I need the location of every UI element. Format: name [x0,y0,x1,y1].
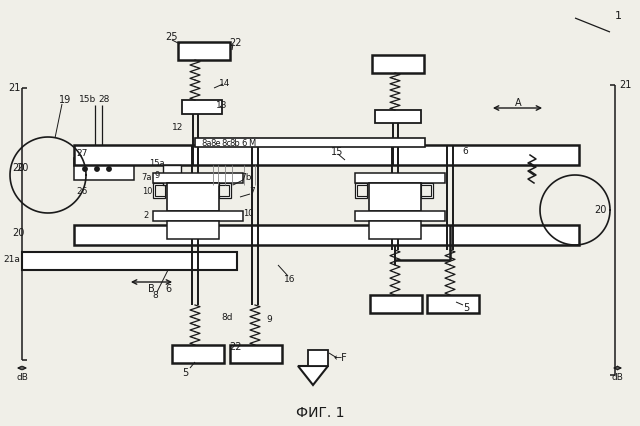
Text: 8c: 8c [221,138,231,147]
Text: 8a: 8a [202,138,212,147]
Text: 8e: 8e [211,138,221,147]
Text: 2: 2 [143,210,148,219]
Bar [172,345,224,363]
Text: 20: 20 [594,205,606,215]
Bar [370,295,422,313]
Text: dB: dB [611,374,623,383]
Text: 15b: 15b [79,95,97,104]
Polygon shape [155,185,165,196]
Text: dB: dB [16,374,28,383]
Circle shape [107,167,111,171]
Bar [308,350,328,366]
Text: 19: 19 [59,95,71,105]
Text: 20: 20 [12,163,24,173]
Text: 21: 21 [8,83,20,93]
Polygon shape [355,183,367,198]
Polygon shape [421,185,431,196]
Text: A: A [515,98,522,108]
Text: 16: 16 [284,276,296,285]
Polygon shape [298,366,328,385]
Bar [182,100,222,114]
Text: 8d: 8d [221,314,233,322]
Polygon shape [421,183,433,198]
Text: 8: 8 [152,291,158,299]
Text: M: M [248,138,255,147]
Bar [22,252,237,270]
Text: 5: 5 [463,303,469,313]
Text: 21a: 21a [4,256,20,265]
Text: 22: 22 [228,342,241,352]
Text: ФИГ. 1: ФИГ. 1 [296,406,344,420]
Text: 10: 10 [243,208,253,218]
Text: ←F: ←F [333,353,347,363]
Text: 14: 14 [220,78,230,87]
Bar [355,211,445,221]
Bar [178,42,230,60]
Text: 7a: 7a [141,173,152,181]
Bar [74,145,579,165]
Bar [74,158,134,180]
Text: 10: 10 [141,187,152,196]
Text: 25: 25 [166,32,179,42]
Text: 7b: 7b [240,173,252,182]
Text: 9: 9 [266,316,272,325]
Text: 15: 15 [331,147,343,157]
Bar [355,173,445,183]
Polygon shape [219,183,231,198]
Circle shape [83,167,87,171]
Text: 7: 7 [249,187,255,196]
Bar [427,295,479,313]
Polygon shape [357,185,367,196]
Text: 6: 6 [241,138,246,147]
Text: 20: 20 [12,228,24,238]
Bar [195,138,425,147]
Polygon shape [153,183,165,198]
Bar [230,345,282,363]
Bar [153,211,243,221]
Text: 5: 5 [182,368,188,378]
Text: 8b: 8b [230,138,241,147]
Text: 26: 26 [76,187,88,196]
Bar [74,225,579,245]
Bar [167,183,219,211]
Circle shape [95,167,99,171]
Text: 21: 21 [619,80,631,90]
Bar [369,183,421,211]
Bar [372,55,424,73]
Text: 1: 1 [614,11,621,21]
Text: 22: 22 [228,38,241,48]
Bar [153,173,243,183]
Text: 6: 6 [165,284,171,294]
Text: 13: 13 [216,101,228,109]
Text: 6: 6 [462,147,468,156]
Text: 28: 28 [99,95,109,104]
Text: 12: 12 [172,124,184,132]
Bar [375,110,421,123]
Bar [163,165,181,185]
Bar [369,221,421,239]
Text: B: B [148,284,154,294]
Text: 15a: 15a [149,158,165,167]
Polygon shape [219,185,229,196]
Text: 9: 9 [154,170,159,179]
Text: 27: 27 [76,149,88,158]
Bar [167,221,219,239]
Text: 20: 20 [16,163,28,173]
